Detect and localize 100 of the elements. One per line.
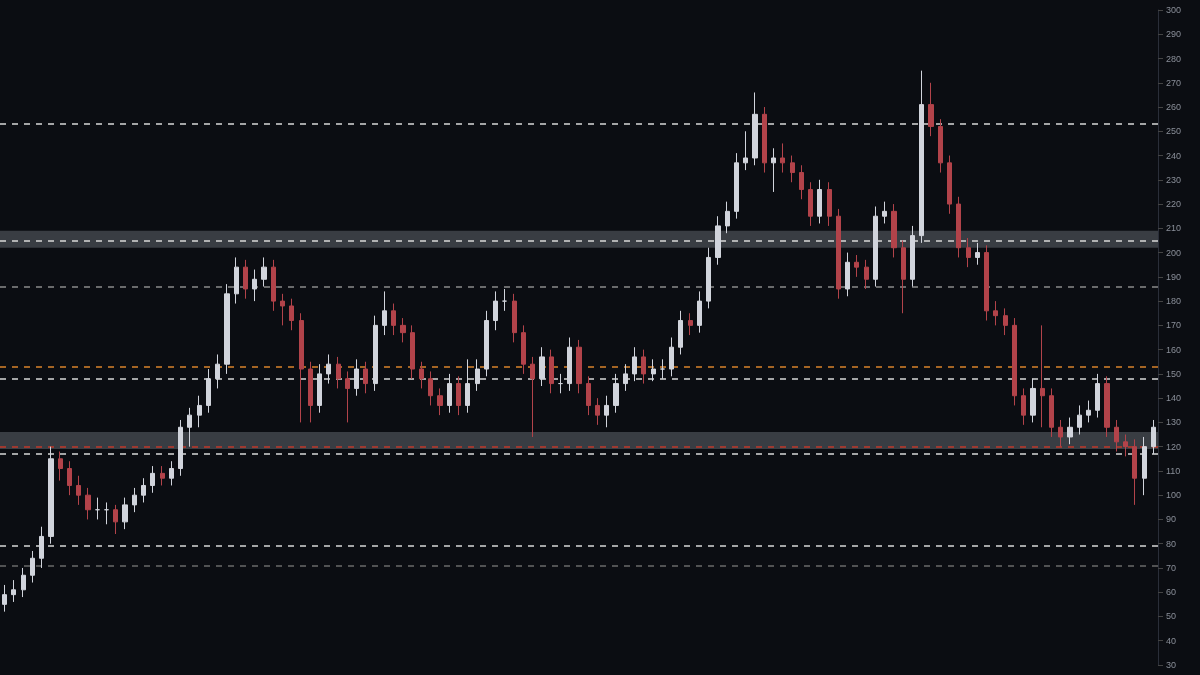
candlestick [299,312,304,423]
y-tick-label: 110 [1166,465,1181,476]
y-tick-label: 260 [1166,102,1182,113]
candlestick [956,196,961,258]
candlestick [512,293,517,343]
candlestick [150,465,155,494]
candlestick [1114,419,1119,453]
candlestick [947,155,952,215]
candlestick [549,349,554,394]
candlestick [586,375,591,416]
y-tick-label: 190 [1166,271,1182,282]
candlestick [113,504,118,535]
y-tick-label: 60 [1166,587,1177,598]
candlestick [122,497,128,530]
candlestick [2,584,7,613]
candlestick [336,356,341,389]
candlestick [882,201,887,224]
y-tick-label: 270 [1166,77,1182,88]
candlestick [734,152,739,220]
candlestick [966,237,971,268]
y-tick-label: 220 [1166,199,1182,210]
candlestick [1049,387,1054,438]
candlestick [30,550,35,584]
candlestick [1058,419,1063,448]
candlestick [85,487,91,520]
candlestick [706,247,711,309]
y-tick-label: 180 [1166,296,1182,307]
candlestick [1104,375,1110,438]
candlestick [224,283,230,375]
candlestick [836,208,841,300]
candlestick [58,451,63,482]
candlestick [234,256,239,305]
candlestick [484,310,489,377]
candlestick [595,397,600,426]
candlestick [1067,417,1073,445]
candlestick [688,312,693,336]
y-tick-label: 100 [1166,490,1182,501]
y-tick-label: 50 [1166,611,1177,622]
candlestick [1021,387,1026,426]
candlestick [1040,324,1045,428]
candlestick [928,82,934,137]
candlestick [530,356,535,438]
candlestick [11,579,16,603]
candlestick [243,259,248,300]
candlestick [160,465,165,486]
candlestick [771,147,776,193]
y-tick-label: 200 [1166,247,1182,258]
candlestick [901,239,906,314]
candlestick [502,288,507,312]
candlestick [678,310,683,355]
y-tick-label: 160 [1166,344,1182,355]
candlestick [363,361,368,394]
candlestick [984,244,989,322]
y-tick-label: 280 [1166,53,1182,64]
candlestick [697,290,702,334]
candlestick [410,324,415,380]
candlestick [382,290,387,336]
candlestick [400,317,406,343]
candlestick [141,477,146,503]
candlestick [1123,434,1128,457]
y-tick-label: 140 [1166,393,1182,404]
candlestick [289,298,294,331]
candlestick [132,487,137,513]
candlestick [21,567,26,598]
candlestick [391,303,396,336]
candlestick [725,201,730,234]
candlestick [308,361,313,423]
candlestick [993,300,998,326]
candlestick [808,181,813,227]
y-tick-label: 240 [1166,150,1182,161]
candlestick [187,407,192,448]
candlestick [558,373,563,394]
candlestick [76,475,81,506]
candlestick [1132,438,1137,506]
candlestick [419,361,424,389]
y-tick-label: 30 [1166,660,1177,670]
y-tick-label: 90 [1166,514,1177,525]
candlestick [197,395,202,428]
candlestick [1003,307,1008,336]
candlestick [280,293,285,326]
candlestick [864,259,869,290]
y-tick-label: 230 [1166,174,1182,185]
y-tick-label: 250 [1166,126,1182,137]
candlestick [456,375,461,416]
candlestick [95,497,100,520]
candlestick [1077,404,1082,436]
candlestick [1086,400,1091,423]
y-tick-label: 170 [1166,320,1182,331]
y-tick-label: 70 [1166,562,1177,573]
y-tick-label: 210 [1166,223,1182,234]
candlestick [827,181,832,227]
y-tick-label: 120 [1166,441,1182,452]
y-tick-label: 300 [1166,5,1182,15]
candlestick [67,460,72,496]
candlestick [641,349,646,385]
y-tick-label: 290 [1166,29,1182,40]
y-tick-label: 130 [1166,417,1182,428]
candlestick [521,324,526,375]
candlestick [845,252,850,297]
candlestick [891,203,897,258]
